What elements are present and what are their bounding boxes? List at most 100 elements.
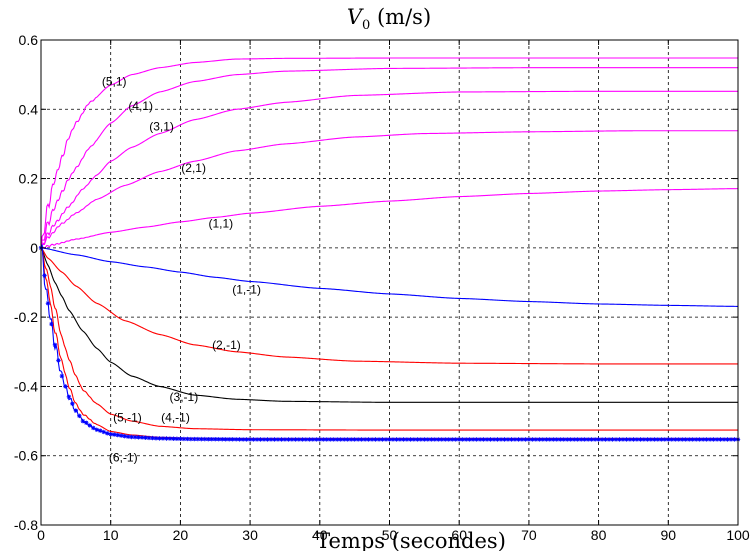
star-marker [453, 437, 458, 442]
y-tick-label: 0 [30, 240, 38, 256]
star-marker [132, 434, 138, 440]
star-marker [289, 437, 295, 442]
star-marker [509, 437, 514, 442]
star-marker [80, 418, 86, 424]
star-marker [457, 437, 462, 442]
star-marker [317, 437, 322, 442]
star-marker [185, 436, 190, 442]
y-tick-label: -0.8 [14, 517, 38, 533]
series-layer [38, 57, 741, 442]
star-marker [139, 435, 145, 440]
star-marker [481, 437, 486, 442]
chart-title-rest: (m/s) [370, 5, 431, 29]
star-marker [261, 437, 267, 442]
x-tick-label: 0 [37, 527, 45, 543]
star-marker [202, 436, 207, 442]
star-marker [108, 432, 113, 437]
x-axis-label: Temps (secondes) [316, 529, 506, 551]
star-marker [443, 437, 448, 442]
star-marker [460, 437, 465, 442]
star-marker [561, 437, 566, 442]
series-line [40, 247, 738, 431]
star-marker [49, 321, 54, 327]
y-tick-label: -0.6 [14, 448, 38, 464]
star-marker [718, 437, 723, 442]
star-marker [331, 437, 336, 442]
star-marker [195, 436, 201, 442]
star-marker [484, 437, 490, 442]
star-marker [415, 437, 420, 442]
star-marker [659, 437, 664, 442]
star-marker [732, 437, 737, 442]
star-marker [498, 437, 504, 442]
star-marker [362, 437, 368, 442]
star-marker [537, 437, 542, 442]
star-marker [98, 428, 103, 433]
star-marker [338, 437, 343, 442]
series-line [40, 57, 738, 248]
star-marker [254, 437, 260, 442]
star-marker [240, 437, 246, 442]
star-marker [359, 437, 364, 442]
x-tick-label: 50 [382, 527, 398, 543]
star-marker [495, 437, 500, 442]
star-marker [613, 437, 619, 442]
star-marker [721, 437, 727, 442]
star-marker [401, 437, 406, 442]
star-marker [512, 437, 518, 442]
star-marker [129, 434, 134, 440]
star-marker [645, 437, 650, 442]
chart-title: V0 (m/s) [347, 5, 431, 33]
star-marker [683, 437, 688, 442]
star-marker [115, 432, 120, 438]
star-marker [470, 437, 476, 442]
star-marker [59, 373, 65, 379]
star-marker [206, 436, 211, 442]
star-marker [565, 437, 570, 442]
star-marker [641, 437, 647, 442]
star-marker [394, 437, 399, 442]
series-line [40, 90, 738, 248]
star-marker [286, 437, 291, 442]
star-marker [631, 437, 636, 442]
x-tick-label: 90 [661, 527, 677, 543]
y-tick-label: 0.2 [19, 171, 39, 187]
star-marker [606, 437, 612, 442]
star-marker [164, 436, 169, 441]
curve-label: (1,1) [208, 217, 233, 231]
star-marker [725, 437, 730, 442]
y-tick-label: 0.6 [19, 32, 39, 48]
star-marker [244, 437, 249, 442]
star-marker [439, 437, 444, 442]
star-marker [617, 437, 622, 442]
star-marker [373, 437, 378, 442]
star-marker [171, 436, 176, 441]
star-marker [328, 437, 333, 442]
axis-ticks: 0 10 20 30 40 50 60 70 80 90 100 -0.8 -0.6 -0.4 -0.2 0 0… [14, 32, 750, 543]
star-marker [418, 437, 424, 442]
star-marker [652, 437, 657, 442]
star-marker [209, 436, 214, 442]
x-tick-label: 70 [521, 527, 537, 543]
star-marker [136, 435, 141, 440]
star-marker [341, 437, 347, 442]
star-marker [310, 437, 316, 442]
star-marker [369, 437, 375, 442]
star-marker [599, 437, 605, 442]
star-marker [272, 437, 277, 442]
star-marker [610, 437, 615, 442]
curve-label: (1,-1) [232, 282, 261, 296]
star-marker [666, 437, 671, 442]
star-marker [77, 413, 82, 419]
star-marker [533, 437, 539, 442]
star-marker [293, 437, 298, 442]
star-marker [160, 436, 166, 441]
star-marker [408, 437, 413, 442]
star-marker [704, 437, 709, 442]
star-marker [84, 420, 89, 426]
star-marker [624, 437, 629, 442]
star-marker [265, 437, 270, 442]
star-marker [572, 437, 577, 442]
star-marker [502, 437, 507, 442]
star-marker [491, 437, 497, 442]
